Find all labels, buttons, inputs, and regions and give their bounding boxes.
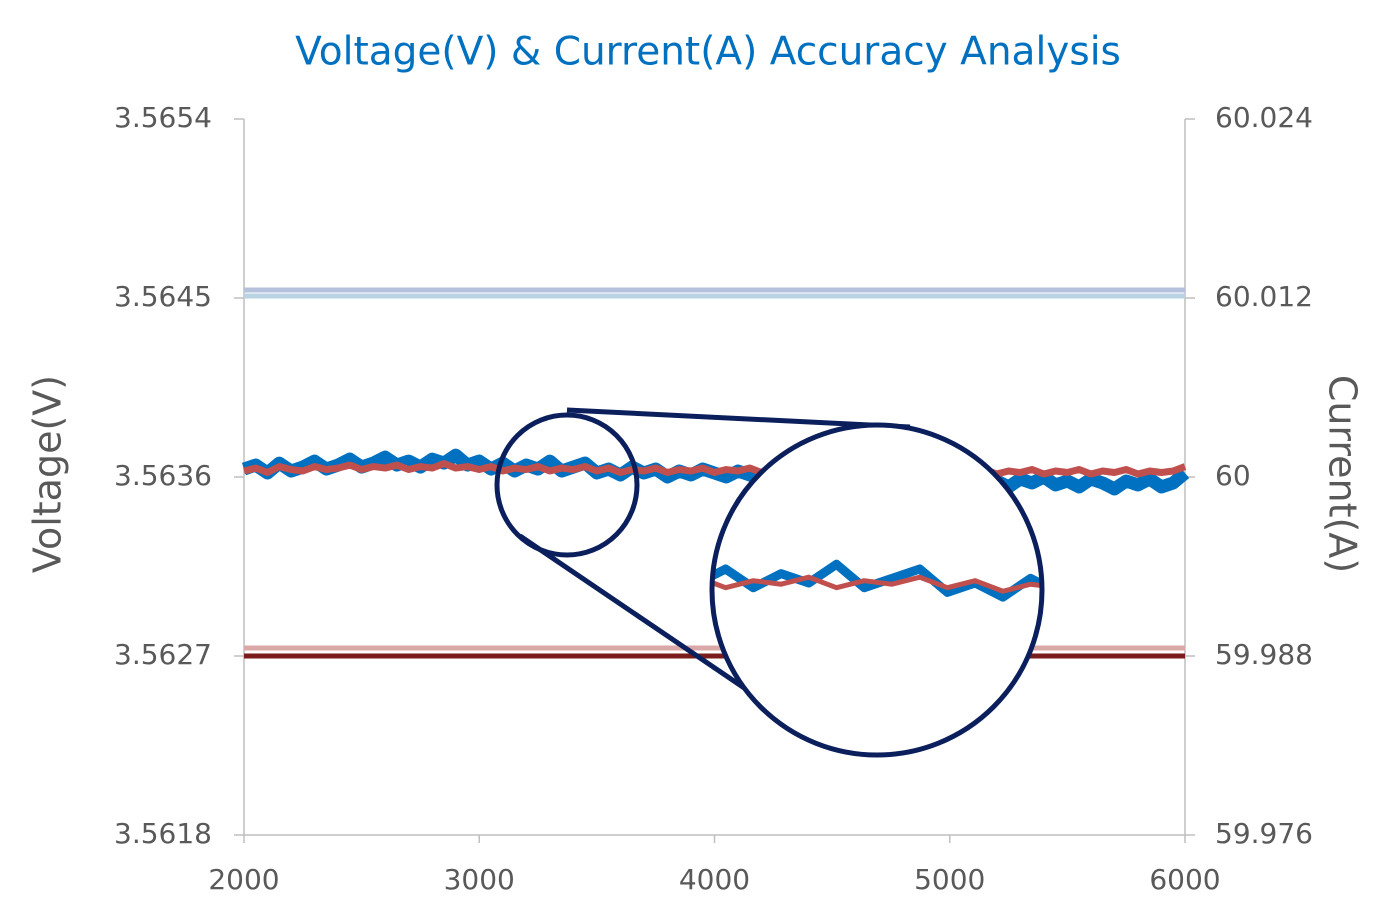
- y2-tick-label: 60.012: [1215, 280, 1313, 313]
- zoom-connector: [566, 407, 911, 430]
- data-line: [243, 460, 1187, 478]
- y-tick-label: 3.5645: [114, 280, 212, 313]
- y-tick-label: 3.5618: [114, 817, 212, 850]
- y2-tick-label: 59.988: [1215, 638, 1313, 671]
- chart-title: Voltage(V) & Current(A) Accuracy Analysi…: [295, 30, 1121, 75]
- y-axis-label: Voltage(V): [26, 375, 70, 573]
- x-tick-label: 3000: [444, 863, 515, 896]
- zoom-circle-fill: [712, 425, 1042, 755]
- x-tick-label: 5000: [914, 863, 985, 896]
- y2-tick-label: 60.024: [1215, 101, 1313, 134]
- y-tick-label: 3.5627: [114, 638, 212, 671]
- y2-tick-label: 60: [1215, 459, 1251, 492]
- x-tick-label: 6000: [1149, 863, 1220, 896]
- y2-tick-label: 59.976: [1215, 817, 1313, 850]
- x-tick-label: 4000: [679, 863, 750, 896]
- y-tick-label: 3.5654: [114, 101, 212, 134]
- y2-axis-label: Current(A): [1321, 375, 1365, 573]
- zoom-connector: [518, 533, 764, 703]
- zoom-source-circle: [494, 412, 640, 558]
- zoom-circle: [709, 422, 1045, 758]
- y-tick-label: 3.5636: [114, 459, 212, 492]
- x-tick-label: 2000: [208, 863, 279, 896]
